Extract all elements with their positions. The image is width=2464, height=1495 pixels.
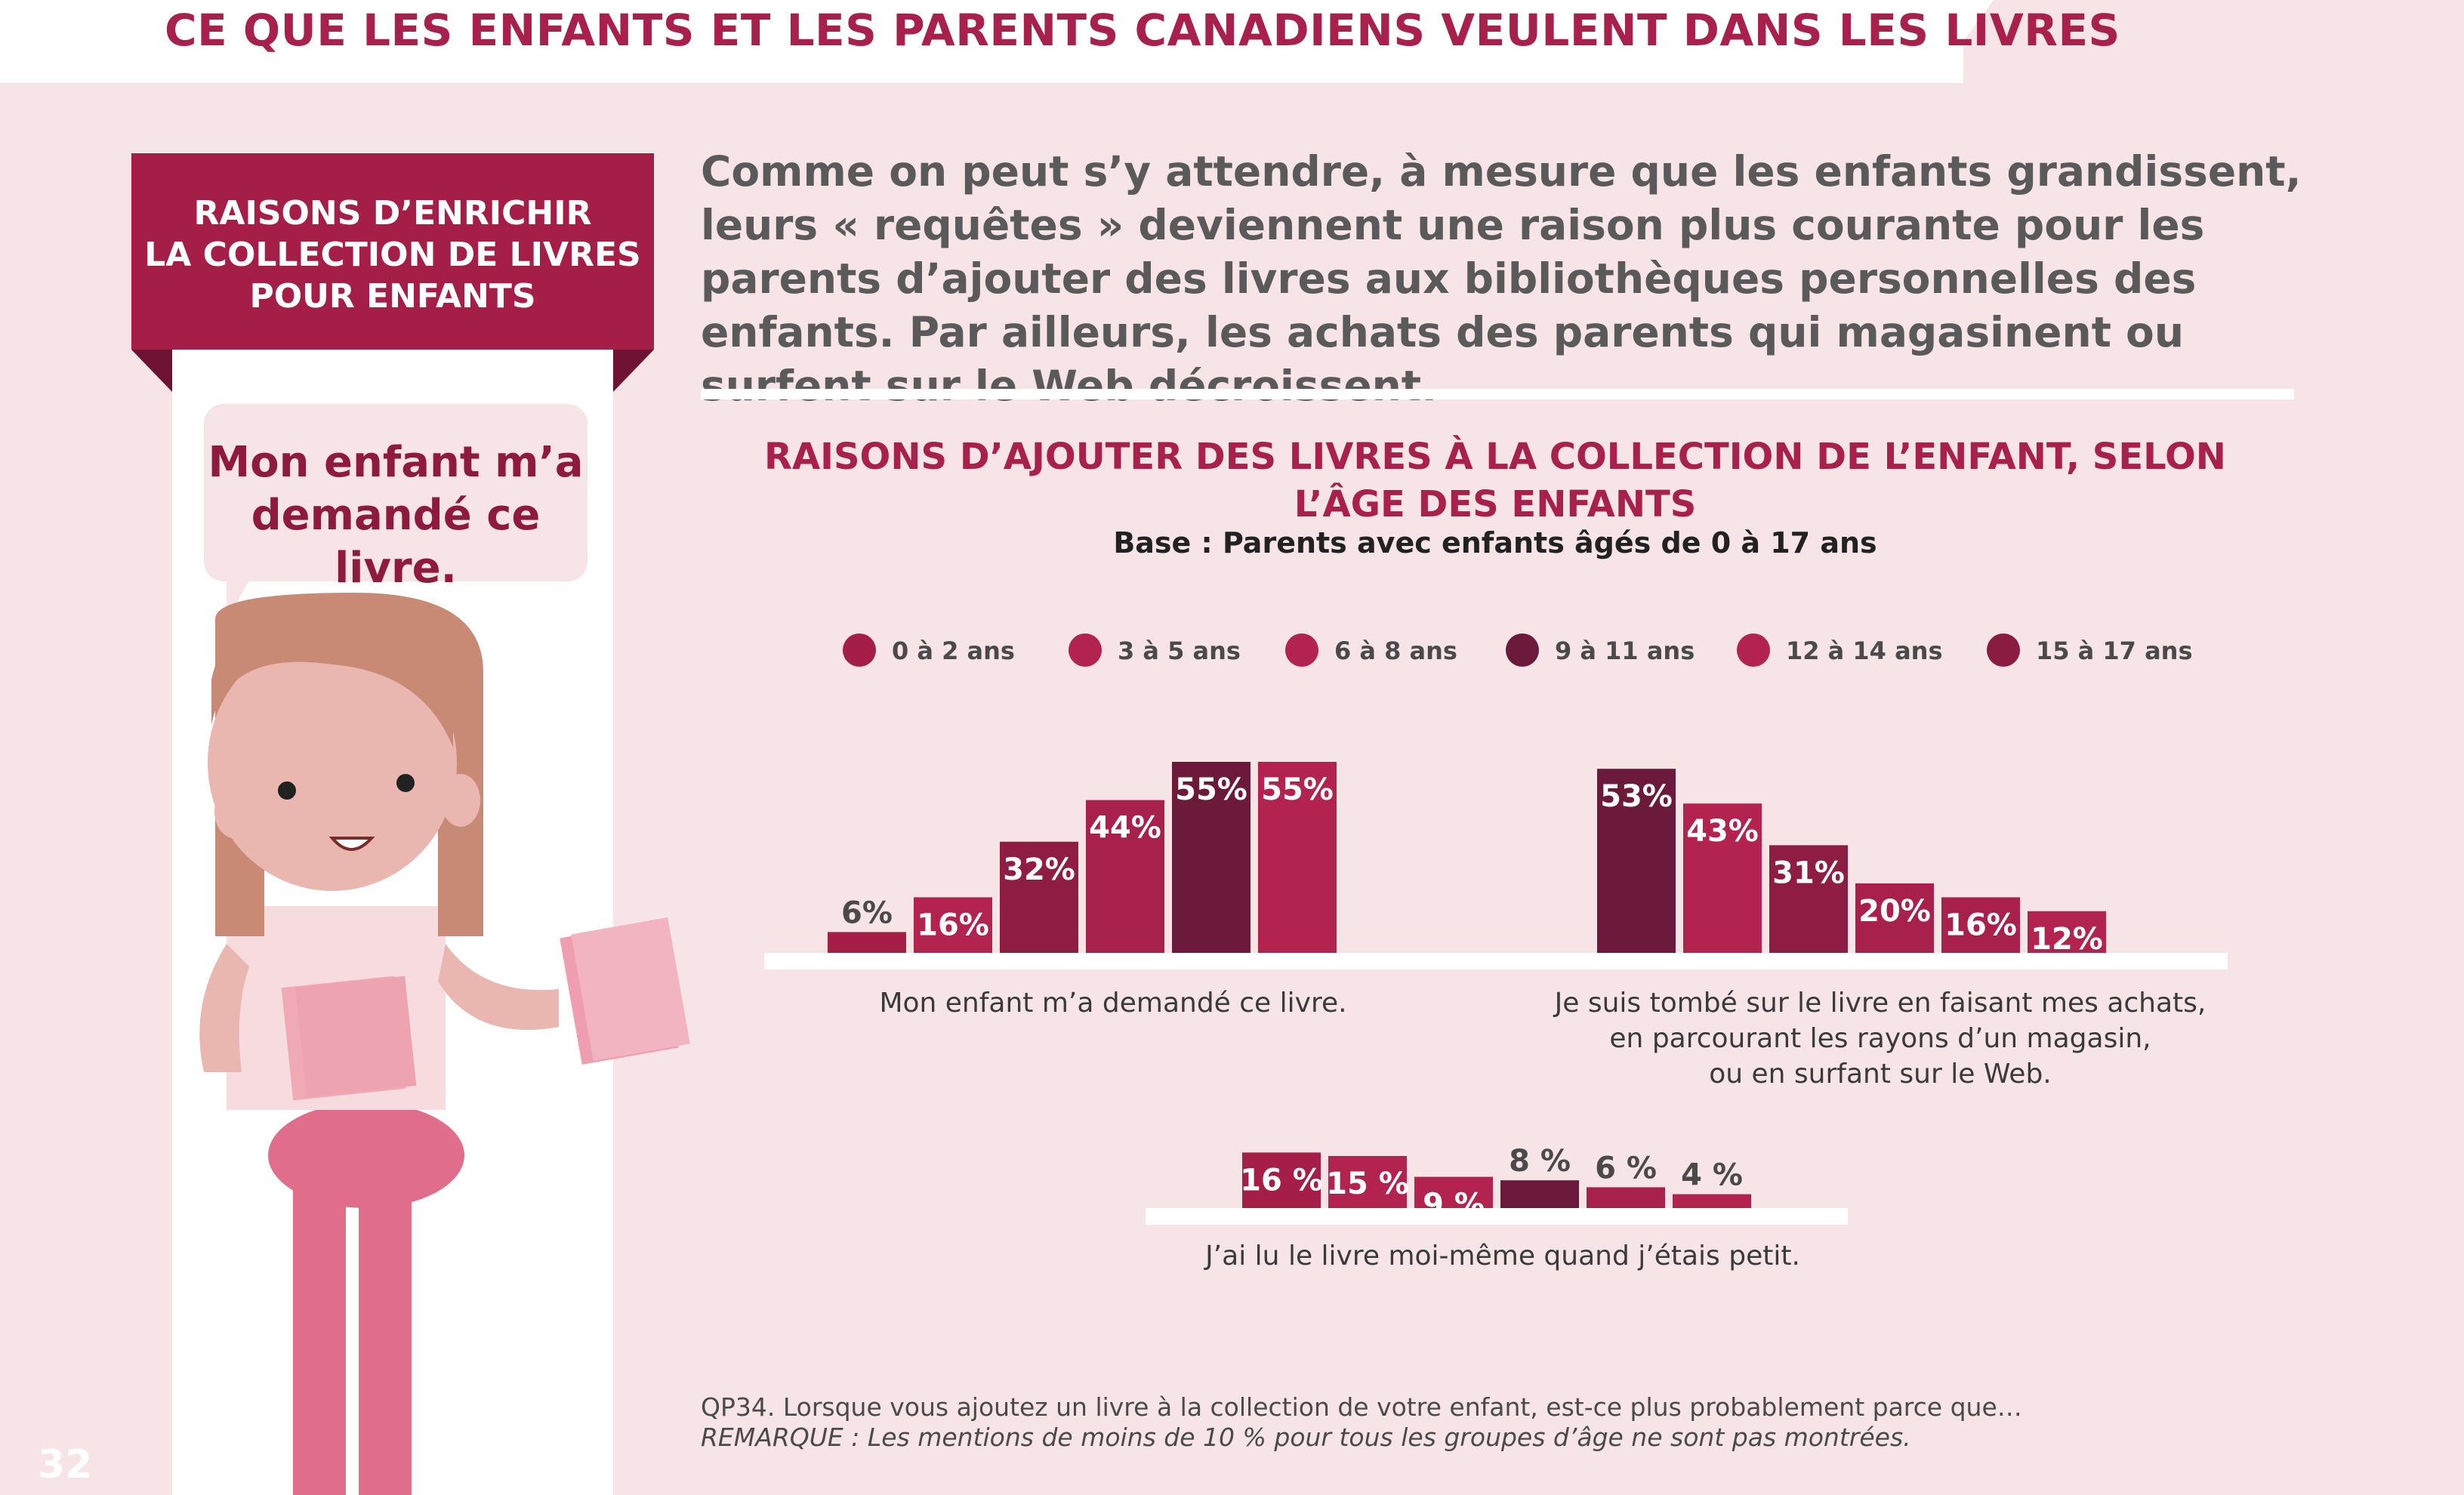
page-title: CE QUE LES ENFANTS ET LES PARENTS CANADI… bbox=[165, 5, 2120, 56]
chart-title: RAISONS D’AJOUTER DES LIVRES À LA COLLEC… bbox=[764, 436, 2226, 526]
question-note: QP34. Lorsque vous ajoutez un livre à la… bbox=[701, 1392, 2022, 1422]
header-slant bbox=[1933, 0, 1994, 83]
ribbon-fold-left bbox=[131, 350, 172, 392]
intro-paragraph: Comme on peut s’y attendre, à mesure que… bbox=[701, 147, 2302, 410]
ribbon-line: LA COLLECTION DE LIVRES bbox=[144, 236, 641, 274]
chart-notes: QP34. Lorsque vous ajoutez un livre à la… bbox=[701, 1392, 2287, 1453]
bubble-line: demandé ce livre. bbox=[251, 491, 541, 593]
ribbon-fold-right bbox=[613, 350, 654, 392]
section-divider bbox=[701, 389, 2294, 399]
sidebar-ribbon bbox=[131, 153, 654, 350]
girl-figure bbox=[199, 593, 690, 1495]
sidebar-ribbon-title: RAISONS D’ENRICHIR LA COLLECTION DE LIVR… bbox=[131, 193, 654, 317]
ribbon-line: POUR ENFANTS bbox=[249, 277, 536, 316]
chart-subtitle: Base : Parents avec enfants âgés de 0 à … bbox=[1113, 526, 1877, 559]
speech-bubble bbox=[204, 404, 587, 581]
bubble-line: Mon enfant m’a bbox=[208, 438, 584, 487]
ribbon-line: RAISONS D’ENRICHIR bbox=[193, 194, 592, 233]
remark-note: REMARQUE : Les mentions de moins de 10 %… bbox=[701, 1423, 1911, 1452]
header-band bbox=[0, 0, 1963, 83]
speech-bubble-text: Mon enfant m’a demandé ce livre. bbox=[204, 436, 587, 595]
page-number: 32 bbox=[38, 1442, 93, 1487]
